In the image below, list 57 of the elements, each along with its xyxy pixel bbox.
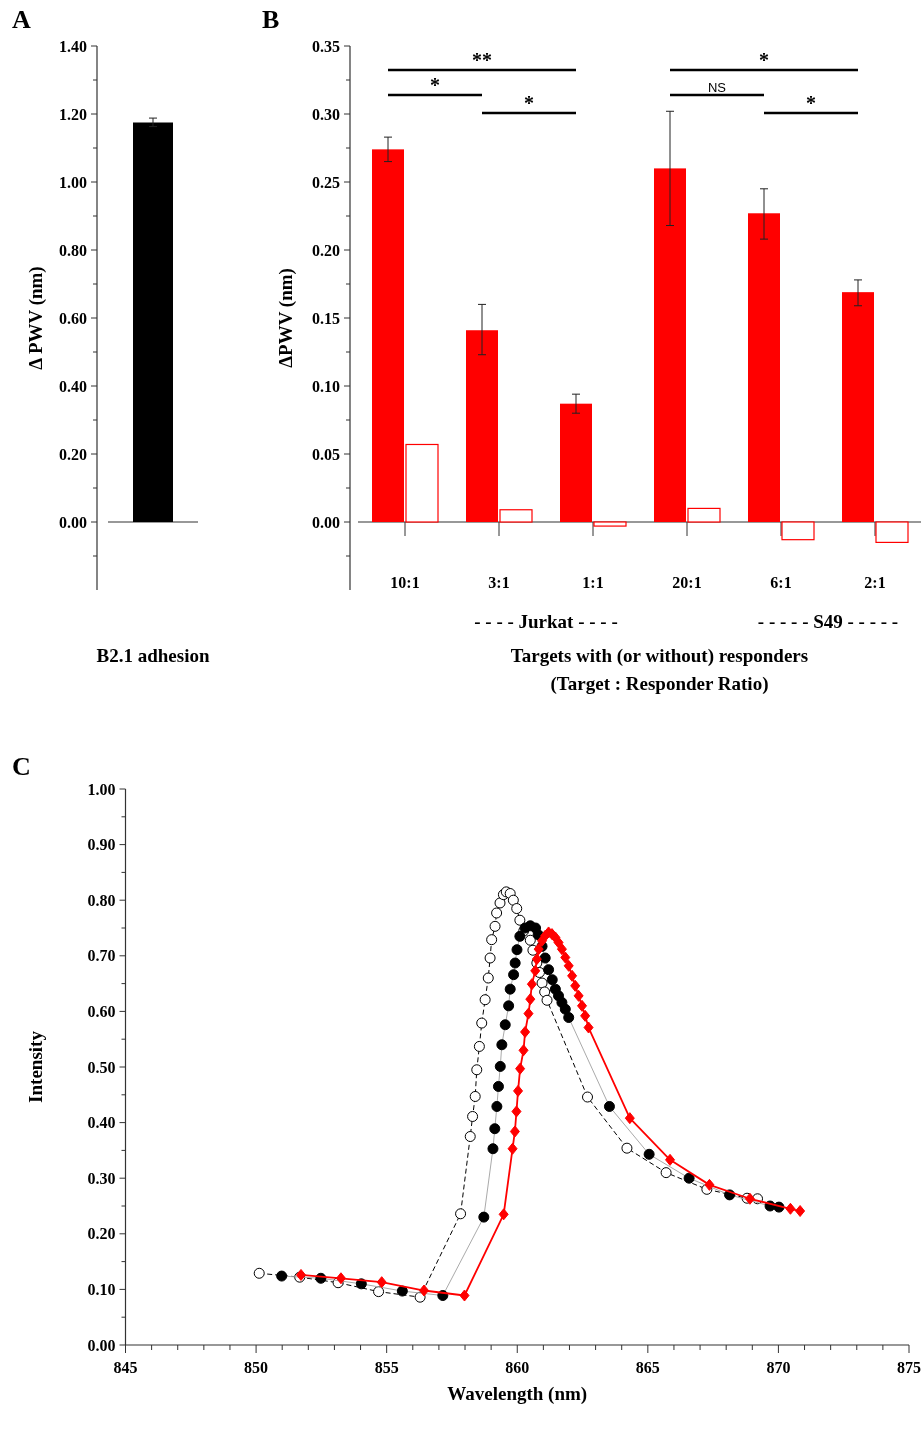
- chart-title: A: [12, 5, 31, 34]
- annotation: *: [759, 49, 769, 71]
- chart-title: C: [12, 752, 31, 781]
- y-tick-label: 0.30: [87, 1169, 116, 1187]
- annotation: *: [806, 92, 816, 114]
- annotation: **: [472, 49, 492, 71]
- y-tick-label: 0.00: [59, 513, 87, 531]
- x-tick-label: 1:1: [582, 574, 604, 591]
- y-tick-label: 0.10: [312, 377, 340, 395]
- x-tick-label: 875: [897, 1359, 921, 1376]
- y-tick-label: 0.90: [87, 836, 116, 854]
- x-tick-label: 10:1: [390, 574, 420, 591]
- chart-title: B: [262, 5, 280, 34]
- y-tick-label: 0.15: [312, 309, 340, 327]
- y-tick-label: 1.40: [59, 37, 87, 55]
- annotation: *: [430, 74, 440, 96]
- text: - - - - - S49 - - - - -: [757, 611, 899, 632]
- y-tick-label: 0.35: [312, 37, 340, 55]
- y-tick-label: 0.30: [312, 105, 340, 123]
- y-tick-label: 0.20: [59, 445, 87, 463]
- x-axis-title: B2.1 adhesion: [96, 645, 210, 666]
- y-tick-label: 0.25: [312, 173, 340, 191]
- x-tick-label: 6:1: [770, 574, 792, 591]
- y-tick-label: 0.05: [312, 445, 340, 463]
- y-axis-title: Δ PWV (nm): [25, 266, 47, 370]
- x-tick-label: 865: [635, 1359, 660, 1376]
- y-tick-label: 0.50: [87, 1058, 116, 1076]
- y-tick-label: 0.80: [87, 891, 116, 909]
- y-tick-label: 0.70: [87, 947, 116, 965]
- y-tick-label: 0.40: [87, 1114, 116, 1132]
- y-tick-label: 0.10: [87, 1281, 116, 1298]
- x-tick-label: 3:1: [488, 574, 510, 591]
- x-tick-label: 20:1: [672, 574, 702, 591]
- x-tick-label: 855: [374, 1359, 399, 1376]
- x-tick-label: 850: [244, 1359, 269, 1376]
- y-axis-title: ΔPWV (nm): [275, 268, 297, 368]
- x-tick-label: 2:1: [864, 574, 886, 591]
- annotation: *: [524, 92, 534, 114]
- y-tick-label: 0.20: [87, 1225, 116, 1243]
- y-tick-label: 1.20: [59, 105, 87, 123]
- y-tick-label: 1.00: [87, 780, 116, 798]
- x-tick-label: 845: [113, 1359, 138, 1376]
- x-axis-title: Targets with (or without) responders (Target : Responder Ratio): [510, 645, 809, 695]
- x-tick-label: 860: [505, 1359, 530, 1376]
- y-tick-label: 0.40: [59, 377, 87, 395]
- annotation: NS: [707, 80, 727, 95]
- y-tick-label: 0.20: [312, 241, 340, 259]
- text: - - - - Jurkat - - - -: [474, 611, 618, 632]
- y-tick-label: 0.00: [87, 1336, 116, 1354]
- y-tick-label: 0.60: [87, 1003, 116, 1020]
- x-tick-label: 870: [766, 1359, 791, 1376]
- y-tick-label: 1.00: [59, 173, 87, 191]
- x-axis-title: Wavelength (nm): [447, 1383, 588, 1405]
- y-tick-label: 0.80: [59, 241, 87, 259]
- y-tick-label: 0.00: [312, 513, 340, 531]
- y-axis-title: Intensity: [25, 1030, 46, 1103]
- y-tick-label: 0.60: [59, 309, 87, 327]
